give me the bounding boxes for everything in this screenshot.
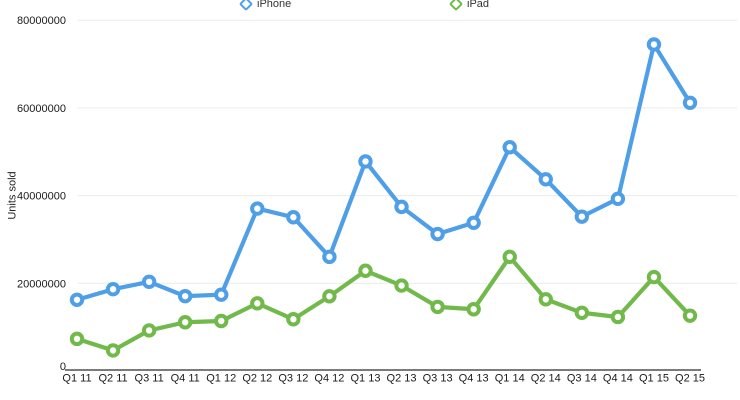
series-ipad bbox=[69, 249, 698, 358]
data-point-marker[interactable] bbox=[502, 249, 517, 265]
x-tick-label: Q3 14 bbox=[567, 373, 597, 385]
data-point-marker[interactable] bbox=[250, 296, 265, 311]
x-tick-label: Q1 12 bbox=[206, 373, 236, 385]
legend-marker-iphone-icon bbox=[238, 0, 254, 12]
data-point-marker[interactable] bbox=[574, 305, 590, 320]
data-point-marker[interactable] bbox=[646, 37, 662, 52]
data-point-marker[interactable] bbox=[538, 172, 553, 187]
x-tick-label: Q2 11 bbox=[98, 373, 127, 385]
data-point-marker[interactable] bbox=[286, 312, 301, 327]
legend-item-iphone[interactable]: iPhone bbox=[238, 0, 292, 12]
x-tick-label: Q1 15 bbox=[639, 373, 669, 385]
data-point-marker[interactable] bbox=[177, 288, 193, 304]
x-tick-label: Q4 12 bbox=[314, 373, 344, 385]
data-point-marker[interactable] bbox=[69, 331, 85, 347]
y-tick-label: 60000000 bbox=[17, 103, 66, 115]
data-point-marker[interactable] bbox=[322, 289, 337, 304]
data-point-marker[interactable] bbox=[682, 95, 698, 110]
legend-marker-ipad-icon bbox=[448, 0, 464, 12]
data-point-marker[interactable] bbox=[682, 308, 698, 323]
data-point-marker[interactable] bbox=[69, 292, 85, 307]
data-point-marker[interactable] bbox=[430, 226, 445, 242]
series-line bbox=[74, 254, 693, 353]
data-point-marker[interactable] bbox=[430, 299, 445, 315]
legend-item-ipad[interactable]: iPad bbox=[448, 0, 490, 12]
data-point-marker[interactable] bbox=[610, 309, 626, 325]
data-point-marker[interactable] bbox=[466, 215, 481, 230]
y-tick-label: 40000000 bbox=[17, 191, 66, 203]
data-point-marker[interactable] bbox=[358, 263, 373, 278]
data-point-marker[interactable] bbox=[538, 292, 553, 307]
y-axis-title: Units sold bbox=[6, 171, 19, 220]
data-point-marker[interactable] bbox=[141, 274, 157, 290]
x-tick-label: Q3 12 bbox=[278, 373, 308, 385]
x-tick-label: Q4 13 bbox=[459, 373, 489, 385]
data-point-marker[interactable] bbox=[286, 210, 301, 225]
x-tick-label: Q2 15 bbox=[675, 373, 705, 385]
data-point-marker[interactable] bbox=[394, 278, 409, 293]
x-tick-label: Q4 11 bbox=[171, 373, 200, 385]
data-point-marker[interactable] bbox=[250, 201, 265, 216]
x-tick-label: Q2 12 bbox=[242, 373, 272, 385]
series-line bbox=[74, 42, 693, 302]
data-point-marker[interactable] bbox=[610, 191, 626, 207]
x-tick-label: Q3 11 bbox=[135, 373, 164, 385]
data-point-marker[interactable] bbox=[105, 343, 121, 358]
x-tick-label: Q1 14 bbox=[495, 373, 525, 385]
data-point-marker[interactable] bbox=[394, 199, 409, 215]
x-tick-label: Q1 13 bbox=[350, 373, 380, 385]
data-point-marker[interactable] bbox=[214, 287, 229, 302]
x-tick-label: Q2 14 bbox=[531, 373, 561, 385]
x-tick-label: Q1 11 bbox=[62, 373, 91, 385]
y-tick-label: 20000000 bbox=[17, 278, 66, 290]
y-tick-label: 80000000 bbox=[17, 15, 66, 27]
data-point-marker[interactable] bbox=[214, 313, 229, 329]
data-point-marker[interactable] bbox=[502, 140, 517, 155]
data-point-marker[interactable] bbox=[646, 269, 662, 285]
data-point-marker[interactable] bbox=[322, 249, 337, 265]
data-point-marker[interactable] bbox=[358, 154, 373, 169]
data-point-marker[interactable] bbox=[141, 323, 157, 338]
y-tick-label: 0 bbox=[60, 361, 66, 373]
data-point-marker[interactable] bbox=[574, 209, 590, 224]
y-gridlines bbox=[78, 19, 737, 284]
y-axis-tick-labels: 0 20000000 40000000 60000000 80000000 bbox=[17, 15, 66, 373]
data-point-marker[interactable] bbox=[466, 302, 481, 317]
series-iphone bbox=[69, 37, 698, 307]
x-tick-label: Q4 14 bbox=[603, 373, 633, 385]
x-tick-label: Q3 13 bbox=[423, 373, 453, 385]
x-tick-label: Q2 13 bbox=[387, 373, 417, 385]
legend-label-iphone: iPhone bbox=[257, 0, 292, 10]
legend-label-ipad: iPad bbox=[467, 0, 490, 10]
data-point-marker[interactable] bbox=[105, 282, 121, 297]
data-point-marker[interactable] bbox=[177, 315, 193, 330]
x-axis-tick-labels: Q1 11 Q2 11 Q3 11 Q4 11 Q1 12 Q2 12 Q3 12 Q4 12… bbox=[62, 373, 705, 385]
